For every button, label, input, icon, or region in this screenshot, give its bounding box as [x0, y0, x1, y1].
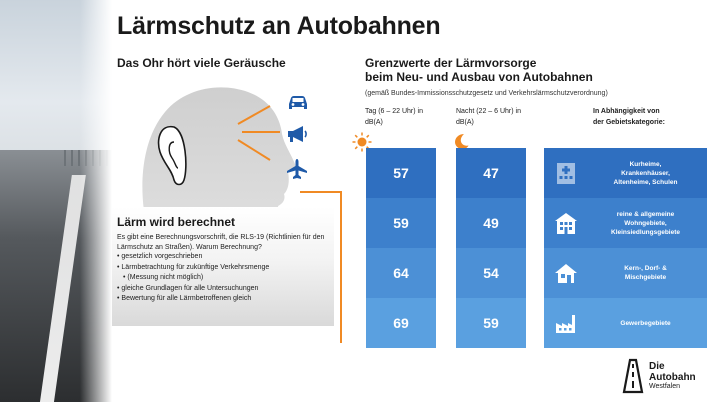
legal-note: (gemäß Bundes-Immissionsschutzgesetz und…: [365, 90, 608, 97]
day-value-cell: 59: [366, 198, 436, 248]
night-values-column: 47 49 54 59: [456, 148, 526, 348]
ear-heading: Das Ohr hört viele Geräusche: [117, 56, 286, 70]
night-value-cell: 54: [456, 248, 526, 298]
logo-text: Die Autobahn: [649, 361, 696, 383]
day-header-line1: Tag (6 – 22 Uhr) in: [365, 108, 423, 115]
hospital-icon: [557, 163, 575, 184]
car-icon: [289, 96, 307, 109]
night-header-line1: Nacht (22 – 6 Uhr) in: [456, 108, 521, 115]
limits-heading-line1: Grenzwerte der Lärmvorsorge: [365, 56, 537, 70]
bullet-item: Lärmbetrachtung für zukünftige Verkehrsm…: [117, 263, 328, 274]
category-column: Kurheime, Krankenhäuser, Altenheime, Sch…: [544, 148, 707, 348]
night-value-cell: 47: [456, 148, 526, 198]
road-photo: [0, 0, 112, 402]
limits-heading-line2: beim Neu- und Ausbau von Autobahnen: [365, 70, 593, 84]
category-text: Kleinsiedlungsgebiete: [611, 228, 680, 236]
panel-heading: Lärm wird berechnet: [117, 215, 236, 229]
category-cell-industrial: Gewerbegebiete: [544, 298, 707, 348]
bullet-item: gesetzlich vorgeschrieben: [117, 252, 328, 263]
house-icon: [555, 264, 577, 283]
day-value-cell: 64: [366, 248, 436, 298]
category-text: Krankenhäuser,: [621, 169, 670, 177]
category-cell-mixed: Kern-, Dorf- & Mischgebiete: [544, 248, 707, 298]
night-column-header: Nacht (22 – 6 Uhr) in dB(A): [456, 106, 521, 128]
apartment-building-icon: [555, 213, 577, 234]
factory-icon: [556, 315, 575, 333]
day-header-line2: dB(A): [365, 119, 383, 126]
bullet-item: gleiche Grundlagen für alle Untersuchung…: [117, 284, 328, 295]
category-cell-care: Kurheime, Krankenhäuser, Altenheime, Sch…: [544, 148, 707, 198]
category-header-line1: In Abhängigkeit von: [593, 108, 660, 115]
day-column-header: Tag (6 – 22 Uhr) in dB(A): [365, 106, 423, 128]
night-header-line2: dB(A): [456, 119, 474, 126]
night-value-cell: 49: [456, 198, 526, 248]
megaphone-icon: [288, 126, 307, 142]
limits-heading: Grenzwerte der Lärmvorsorge beim Neu- un…: [365, 56, 665, 84]
category-text: Kern-, Dorf- &: [624, 265, 667, 272]
bullet-item: Bewertung für alle Lärmbetroffenen gleic…: [117, 294, 328, 305]
page-title: Lärmschutz an Autobahnen: [117, 12, 441, 40]
category-text: reine & allgemeine: [616, 210, 675, 218]
category-text: Kurheime,: [629, 160, 662, 168]
airplane-icon: [287, 159, 307, 179]
calculation-panel: Lärm wird berechnet Es gibt eine Berechn…: [112, 207, 334, 326]
logo-line2: Autobahn: [649, 372, 696, 383]
orange-accent-frame: [300, 191, 342, 343]
category-header-line2: der Gebietskategorie:: [593, 119, 665, 126]
category-text: Mischgebiete: [624, 274, 667, 281]
logo-subtitle: Westfalen: [649, 383, 680, 390]
day-values-column: 57 59 64 69: [366, 148, 436, 348]
day-value-cell: 57: [366, 148, 436, 198]
category-cell-residential: reine & allgemeine Wohngebiete, Kleinsie…: [544, 198, 707, 248]
day-value-cell: 69: [366, 298, 436, 348]
autobahn-logo-icon: [622, 358, 644, 394]
night-value-cell: 59: [456, 298, 526, 348]
bullet-item-note: (Messung nicht möglich): [117, 273, 328, 284]
category-text: Wohngebiete,: [624, 219, 667, 227]
logo-line1: Die: [649, 361, 665, 372]
moon-icon: [455, 134, 469, 149]
sun-icon: [352, 132, 372, 152]
autobahn-logo: Die Autobahn Westfalen: [620, 356, 710, 396]
category-text: Gewerbegebiete: [620, 319, 671, 327]
panel-text: Es gibt eine Berechnungsvorschrift, die …: [117, 234, 325, 251]
panel-bullet-list: gesetzlich vorgeschrieben Lärmbetrachtun…: [117, 252, 328, 305]
category-text: Altenheime, Schulen: [613, 178, 678, 186]
category-column-header: In Abhängigkeit von der Gebietskategorie…: [593, 106, 665, 128]
